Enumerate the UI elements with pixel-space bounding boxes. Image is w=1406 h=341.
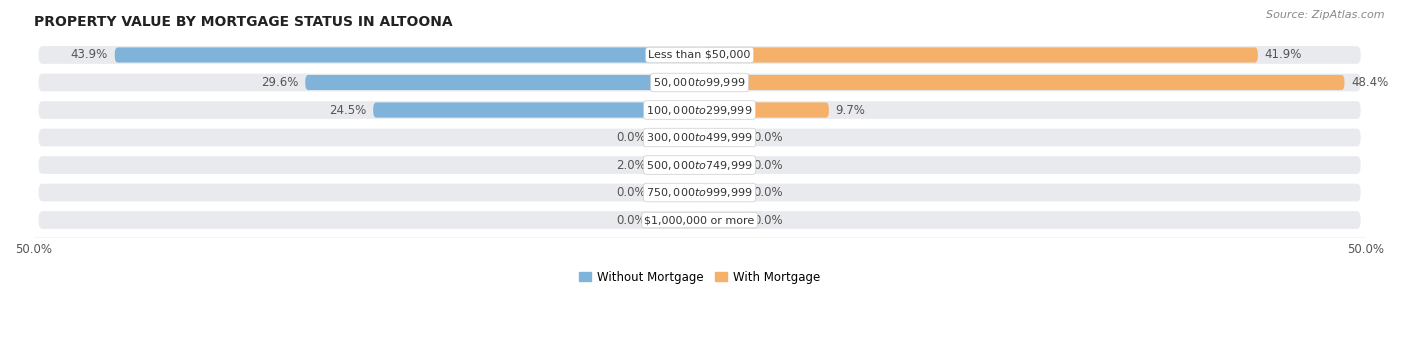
Text: 0.0%: 0.0%: [752, 213, 783, 226]
FancyBboxPatch shape: [652, 158, 700, 173]
FancyBboxPatch shape: [652, 130, 700, 145]
Text: Less than $50,000: Less than $50,000: [648, 50, 751, 60]
FancyBboxPatch shape: [700, 102, 830, 118]
Text: $500,000 to $749,999: $500,000 to $749,999: [647, 159, 754, 172]
FancyBboxPatch shape: [38, 73, 1362, 92]
FancyBboxPatch shape: [38, 210, 1362, 230]
Text: 43.9%: 43.9%: [70, 48, 108, 61]
FancyBboxPatch shape: [700, 185, 747, 200]
FancyBboxPatch shape: [38, 183, 1362, 203]
FancyBboxPatch shape: [38, 155, 1362, 175]
FancyBboxPatch shape: [373, 102, 700, 118]
Text: 0.0%: 0.0%: [752, 159, 783, 172]
Text: PROPERTY VALUE BY MORTGAGE STATUS IN ALTOONA: PROPERTY VALUE BY MORTGAGE STATUS IN ALT…: [34, 15, 453, 29]
FancyBboxPatch shape: [700, 130, 747, 145]
FancyBboxPatch shape: [305, 75, 700, 90]
Text: $750,000 to $999,999: $750,000 to $999,999: [647, 186, 754, 199]
Text: $300,000 to $499,999: $300,000 to $499,999: [647, 131, 754, 144]
Text: 0.0%: 0.0%: [617, 131, 647, 144]
Text: 24.5%: 24.5%: [329, 104, 367, 117]
Text: 0.0%: 0.0%: [617, 186, 647, 199]
Text: 9.7%: 9.7%: [835, 104, 865, 117]
FancyBboxPatch shape: [700, 212, 747, 227]
Text: 48.4%: 48.4%: [1351, 76, 1388, 89]
FancyBboxPatch shape: [652, 212, 700, 227]
Text: 2.0%: 2.0%: [617, 159, 647, 172]
FancyBboxPatch shape: [652, 185, 700, 200]
Text: $1,000,000 or more: $1,000,000 or more: [644, 215, 755, 225]
FancyBboxPatch shape: [700, 47, 1258, 62]
Text: 0.0%: 0.0%: [617, 213, 647, 226]
Text: 0.0%: 0.0%: [752, 186, 783, 199]
Text: 29.6%: 29.6%: [262, 76, 298, 89]
FancyBboxPatch shape: [115, 47, 700, 62]
Text: Source: ZipAtlas.com: Source: ZipAtlas.com: [1267, 10, 1385, 20]
Text: 0.0%: 0.0%: [752, 131, 783, 144]
FancyBboxPatch shape: [700, 75, 1344, 90]
Legend: Without Mortgage, With Mortgage: Without Mortgage, With Mortgage: [574, 266, 825, 288]
FancyBboxPatch shape: [38, 128, 1362, 147]
Text: $50,000 to $99,999: $50,000 to $99,999: [654, 76, 745, 89]
FancyBboxPatch shape: [38, 100, 1362, 120]
FancyBboxPatch shape: [38, 45, 1362, 65]
Text: 41.9%: 41.9%: [1264, 48, 1302, 61]
FancyBboxPatch shape: [700, 158, 747, 173]
Text: $100,000 to $299,999: $100,000 to $299,999: [647, 104, 752, 117]
